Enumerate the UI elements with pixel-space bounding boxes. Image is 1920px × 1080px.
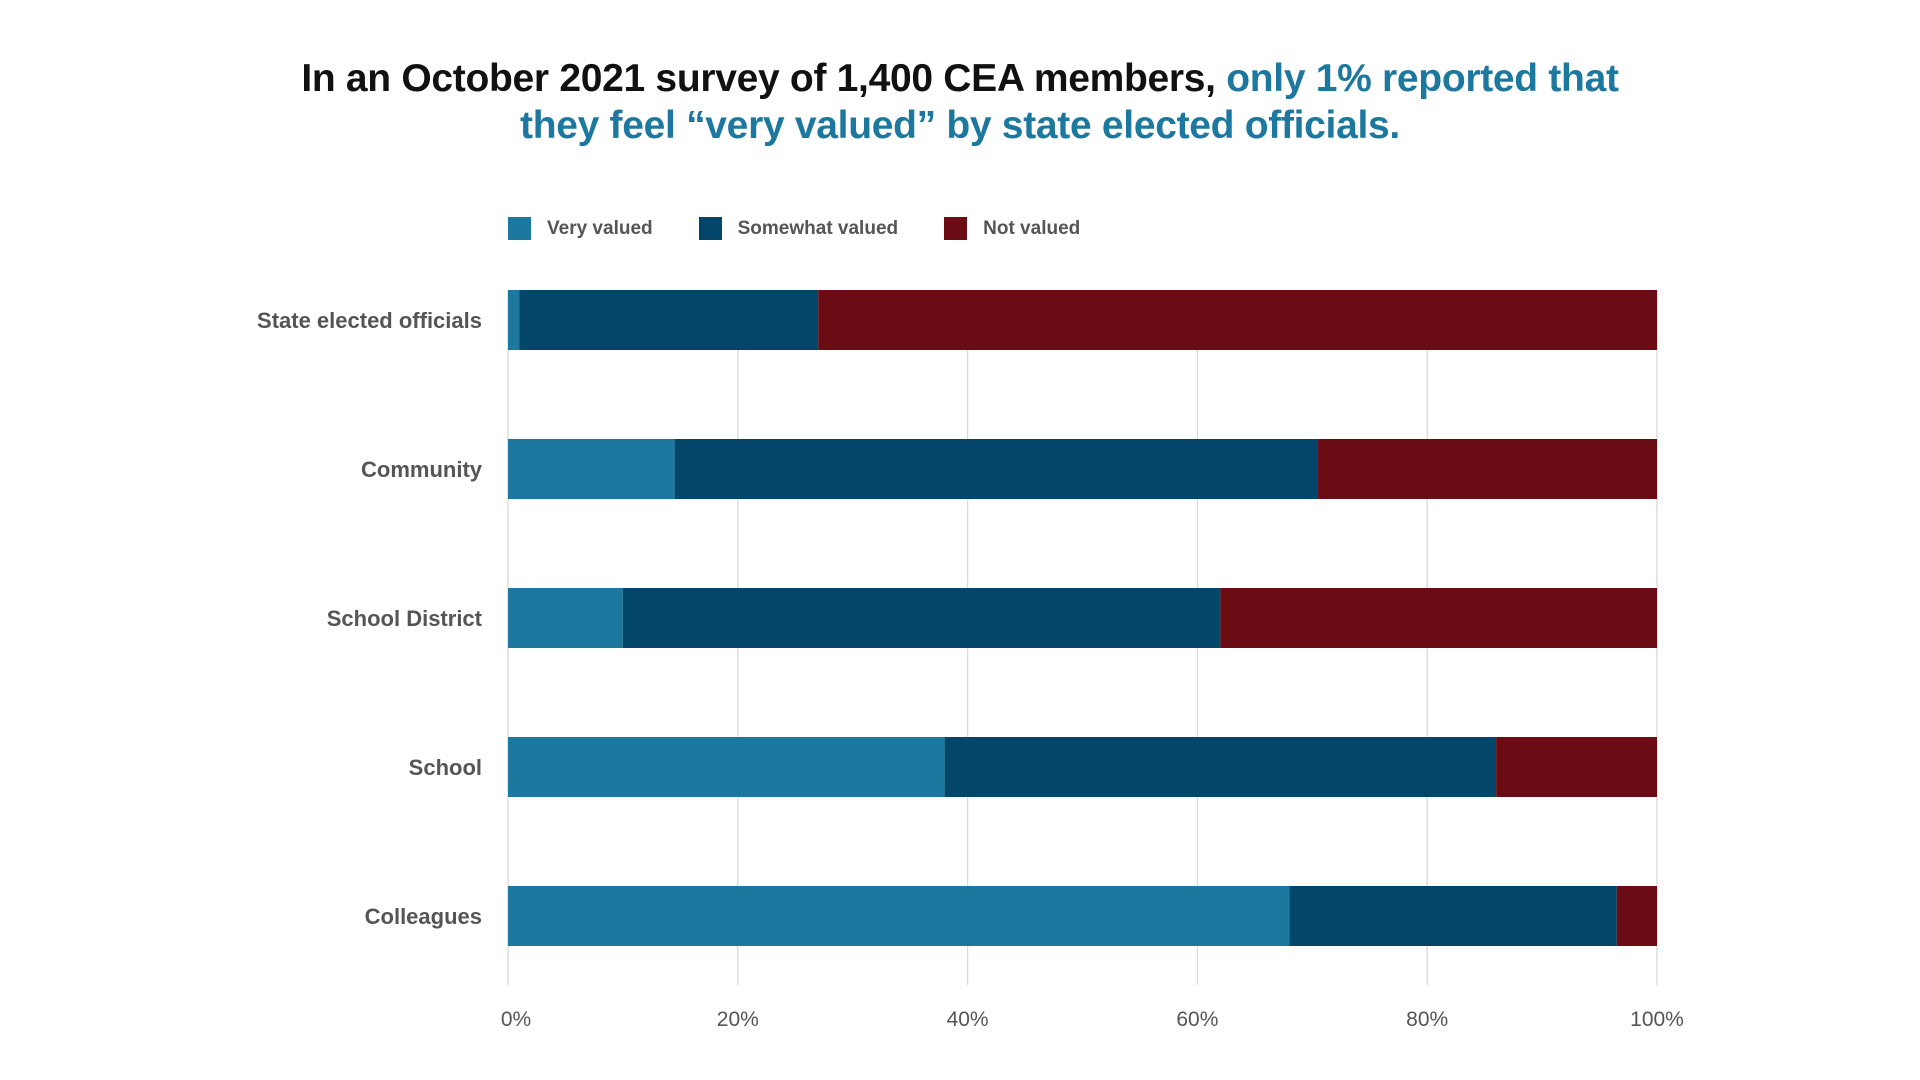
category-label-3: School xyxy=(409,755,482,780)
bar-not-valued-0 xyxy=(818,290,1657,350)
x-tick-label-3: 60% xyxy=(1176,1008,1218,1031)
bar-very-valued-1 xyxy=(508,439,675,499)
legend-swatch-not-valued xyxy=(944,217,968,240)
legend-item-very-valued: Very valued xyxy=(508,217,653,240)
title-part-1: In an October 2021 survey of 1,400 CEA m… xyxy=(301,57,1227,100)
bar-somewhat-valued-3 xyxy=(944,737,1497,797)
bar-not-valued-1 xyxy=(1318,439,1657,499)
x-tick-label-4: 80% xyxy=(1406,1008,1448,1031)
x-tick-label-0: 0% xyxy=(501,1008,531,1031)
title-highlight-1: only 1% reported that xyxy=(1226,57,1619,100)
legend-label-very-valued: Very valued xyxy=(547,217,653,239)
x-tick-label-5: 100% xyxy=(1630,1008,1684,1031)
bar-very-valued-3 xyxy=(508,737,945,797)
bar-somewhat-valued-2 xyxy=(622,588,1221,648)
category-label-0: State elected officials xyxy=(257,308,482,333)
legend-label-not-valued: Not valued xyxy=(983,217,1081,239)
category-label-2: School District xyxy=(327,606,483,631)
bar-very-valued-4 xyxy=(508,886,1290,946)
bar-very-valued-2 xyxy=(508,588,623,648)
category-label-1: Community xyxy=(361,457,483,482)
chart-title: In an October 2021 survey of 1,400 CEA m… xyxy=(0,55,1920,149)
chart-legend: Very valued Somewhat valued Not valued xyxy=(508,217,1126,240)
bar-somewhat-valued-0 xyxy=(519,290,819,350)
bar-not-valued-3 xyxy=(1496,737,1657,797)
x-tick-label-2: 40% xyxy=(947,1008,989,1031)
x-tick-label-1: 20% xyxy=(717,1008,759,1031)
bar-not-valued-4 xyxy=(1616,886,1657,946)
legend-swatch-somewhat-valued xyxy=(698,217,722,240)
title-highlight-2: they feel “very valued” by state elected… xyxy=(520,104,1400,147)
bar-somewhat-valued-1 xyxy=(674,439,1319,499)
category-label-4: Colleagues xyxy=(365,904,482,929)
bar-not-valued-2 xyxy=(1220,588,1657,648)
legend-item-somewhat-valued: Somewhat valued xyxy=(698,217,899,240)
legend-label-somewhat-valued: Somewhat valued xyxy=(737,217,899,239)
bar-somewhat-valued-4 xyxy=(1289,886,1617,946)
legend-item-not-valued: Not valued xyxy=(944,217,1080,240)
legend-swatch-very-valued xyxy=(508,217,531,240)
bar-very-valued-0 xyxy=(508,290,520,350)
